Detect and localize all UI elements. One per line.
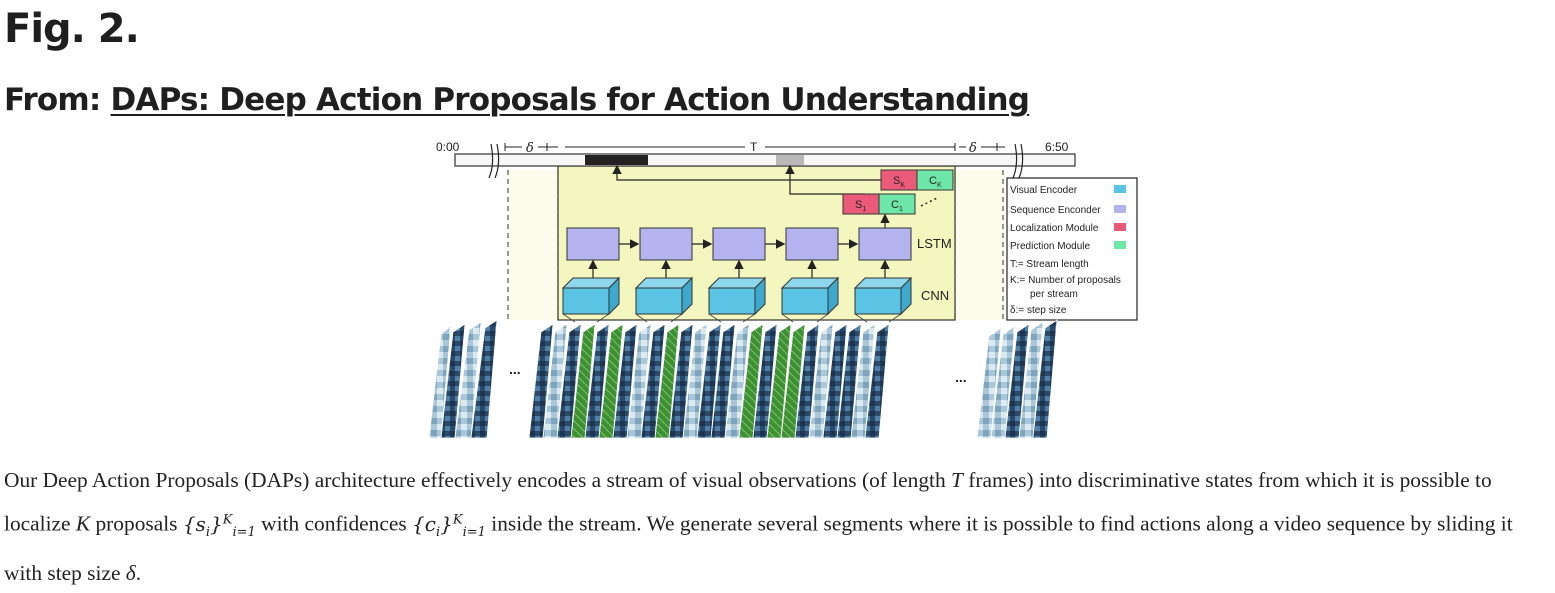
c1-box bbox=[878, 193, 916, 215]
caption-var-k: K bbox=[75, 511, 91, 536]
delta-right-label: δ bbox=[969, 141, 977, 156]
video-frames-center bbox=[528, 323, 890, 439]
lstm-row bbox=[566, 227, 912, 261]
c1-label: C1 bbox=[891, 199, 903, 213]
ellipsis-left: ... bbox=[509, 361, 521, 377]
time-start-label: 0:00 bbox=[436, 140, 460, 154]
legend-swatch-localization bbox=[1114, 223, 1126, 231]
frame-connectors bbox=[562, 313, 902, 323]
cnn-to-lstm-arrows bbox=[588, 259, 890, 280]
legend-localization-module: Localization Module bbox=[1010, 223, 1099, 234]
legend-t-definition: T:= Stream length bbox=[1010, 259, 1089, 270]
delta-left-label: δ bbox=[526, 141, 534, 156]
legend-prediction-module: Prediction Module bbox=[1010, 241, 1090, 252]
figure-label: Fig. 2. bbox=[4, 6, 140, 52]
stream-length-label: T bbox=[750, 140, 758, 154]
video-frames-left bbox=[428, 319, 498, 439]
caption-text: frames) into discriminative states from … bbox=[4, 468, 1492, 536]
lstm-cell bbox=[858, 227, 912, 261]
daps-architecture-diagram: 0:00 6:50 δ T δ SK CK S1 C1 LSTM bbox=[428, 140, 1138, 439]
timeline-break-right bbox=[1012, 143, 1024, 179]
lstm-cell bbox=[566, 227, 620, 261]
lstm-cell bbox=[639, 227, 693, 261]
legend-swatch-prediction bbox=[1114, 241, 1126, 249]
legend-delta-definition: δ:= step size bbox=[1010, 305, 1067, 316]
math-c-set: {ci}Ki=1 bbox=[412, 511, 486, 540]
cnn-block bbox=[707, 276, 767, 316]
cnn-row bbox=[561, 276, 913, 316]
proposal-segment-dark bbox=[585, 155, 648, 165]
proposal-arrow-1 bbox=[785, 164, 865, 195]
ck-box bbox=[916, 169, 954, 191]
cnn-label: CNN bbox=[921, 288, 949, 303]
video-frames-right bbox=[976, 319, 1058, 439]
caption-text: . bbox=[135, 560, 142, 585]
source-line: From: DAPs: Deep Action Proposals for Ac… bbox=[4, 78, 1030, 122]
cnn-block bbox=[853, 276, 913, 316]
proposal-segment-gray bbox=[776, 155, 804, 165]
legend-swatch-visual bbox=[1114, 185, 1126, 193]
paper-title-link[interactable]: DAPs: Deep Action Proposals for Action U… bbox=[110, 82, 1030, 118]
lstm-cell bbox=[785, 227, 839, 261]
caption-text: with confidences bbox=[255, 511, 413, 536]
ellipsis-right: ... bbox=[955, 369, 967, 385]
lstm-cell bbox=[712, 227, 766, 261]
timeline-bar bbox=[454, 153, 1076, 167]
legend-k-definition: K:= Number of proposals bbox=[1010, 275, 1121, 286]
legend-k-definition-cont: per stream bbox=[1030, 289, 1078, 300]
s1-label: S1 bbox=[855, 199, 866, 213]
time-end-label: 6:50 bbox=[1045, 140, 1069, 154]
cnn-block bbox=[780, 276, 840, 316]
legend-swatch-sequence bbox=[1114, 205, 1126, 213]
legend-sequence-encoder: Sequence Enconder bbox=[1010, 205, 1101, 216]
legend-visual-encoder: Visual Encoder bbox=[1010, 185, 1078, 196]
lstm-label: LSTM bbox=[917, 236, 952, 251]
timeline-break-left bbox=[488, 143, 500, 179]
cnn-block bbox=[561, 276, 621, 316]
from-prefix: From: bbox=[4, 82, 101, 118]
caption-var-t: T bbox=[951, 468, 963, 492]
caption-text: proposals bbox=[90, 511, 183, 536]
caption-text: inside the stream. We generate several s… bbox=[4, 511, 1513, 585]
left-stream-panel bbox=[508, 170, 558, 320]
caption-var-delta: δ bbox=[125, 560, 136, 585]
legend: Visual Encoder Sequence Enconder Localiz… bbox=[1006, 177, 1138, 321]
math-s-set: {si}Ki=1 bbox=[182, 511, 256, 540]
figure-caption: Our Deep Action Proposals (DAPs) archite… bbox=[4, 460, 1552, 593]
right-stream-panel bbox=[955, 170, 1005, 320]
cnn-block bbox=[634, 276, 694, 316]
caption-text: Our Deep Action Proposals (DAPs) archite… bbox=[4, 468, 952, 492]
